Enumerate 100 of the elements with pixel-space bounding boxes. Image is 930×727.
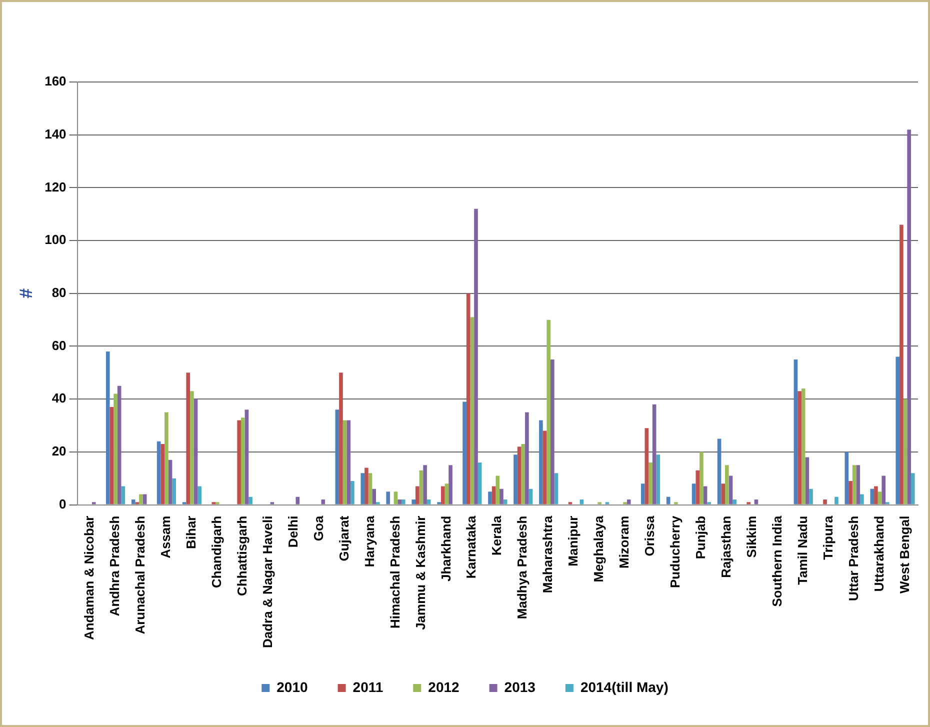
y-tick-label: 20 [52,444,66,459]
bar [321,499,326,504]
bar [426,499,431,504]
legend-label: 2014(till May) [580,678,668,695]
bar [528,488,533,504]
x-tick-label: Rajasthan [718,516,734,578]
bar [444,484,449,504]
bar [801,388,806,504]
x-tick-label: Delhi [285,516,300,548]
bar [470,317,474,504]
bar [248,496,252,504]
bar [346,420,351,504]
bar [517,446,522,504]
x-tick-label: West Bengal [896,516,912,594]
y-axis-title: # [16,288,36,298]
bar [514,454,518,504]
bar [160,444,165,504]
bar [372,488,376,504]
bar [648,462,652,504]
bar [462,402,466,504]
bar [342,420,347,504]
bar [240,418,245,504]
bar [721,484,726,504]
bar [114,394,118,504]
bar [474,208,478,504]
y-tick-label: 40 [52,390,66,406]
x-tick-label: Gujarat [336,515,352,562]
bar [910,473,915,504]
x-tick-label: Mizoram [616,516,632,569]
bar [440,486,445,504]
x-tick-label: Andhra Pradesh [107,516,122,616]
bar [488,492,492,504]
bar [546,320,551,504]
bar [882,476,886,504]
bar [732,499,736,504]
bar [874,486,878,504]
bar [110,407,114,504]
bar [725,465,729,504]
bar [521,444,526,504]
bar [172,478,176,504]
bar [870,488,874,504]
bar [692,484,696,504]
bar [794,359,798,504]
bar [652,404,656,504]
bar [398,499,402,504]
bar [296,496,300,504]
bar [903,399,908,504]
bar [186,372,190,504]
x-tick-label: Orissa [642,515,658,556]
bar [848,480,852,504]
bar [805,457,810,504]
y-tick-label: 100 [44,232,66,248]
bar [412,499,416,504]
bar [554,473,558,504]
bar [117,386,122,504]
bar [500,488,504,504]
bar [492,486,496,504]
bar [190,391,194,504]
bar [244,410,249,504]
bar [644,428,649,504]
bar [860,494,864,504]
bar [626,499,631,504]
bar [896,356,900,504]
bar [907,130,911,504]
y-tick-label: 120 [44,179,66,194]
x-tick-label: Bihar [184,516,199,550]
bar [350,480,354,504]
bar [466,293,470,504]
bar [164,412,168,504]
legend-label: 2013 [504,678,536,695]
x-tick-label: Chandigarh [208,516,224,588]
bar [386,492,390,504]
bar [339,372,343,504]
x-tick-label: Andaman & Nicobar [82,516,97,640]
x-tick-label: Tripura [820,515,836,560]
x-tick-label: Manipur [566,516,581,566]
bar [798,391,802,504]
x-tick-label: Meghalaya [591,515,606,582]
x-tick-label: Haryana [362,515,377,568]
bar [401,499,406,504]
bar [844,452,849,504]
bar [198,486,202,504]
x-tick-label: Sikkim [744,516,759,558]
legend-label: 2011 [352,678,384,695]
bar [728,476,733,504]
bar [448,465,452,504]
x-tick-label: Tamil Nadu [794,516,810,585]
bar [503,499,508,504]
y-tick-label: 60 [52,338,66,353]
bar [656,454,660,504]
bar [168,460,172,504]
bar [550,359,554,504]
bar [703,486,708,504]
bar [106,352,110,504]
x-tick-label: Karnataka [464,515,479,579]
bar [856,465,860,504]
x-tick-label: Jammu & Kashmir [412,516,428,630]
x-tick-label: Punjab [693,516,708,560]
bar [194,399,198,504]
bar [237,420,241,504]
